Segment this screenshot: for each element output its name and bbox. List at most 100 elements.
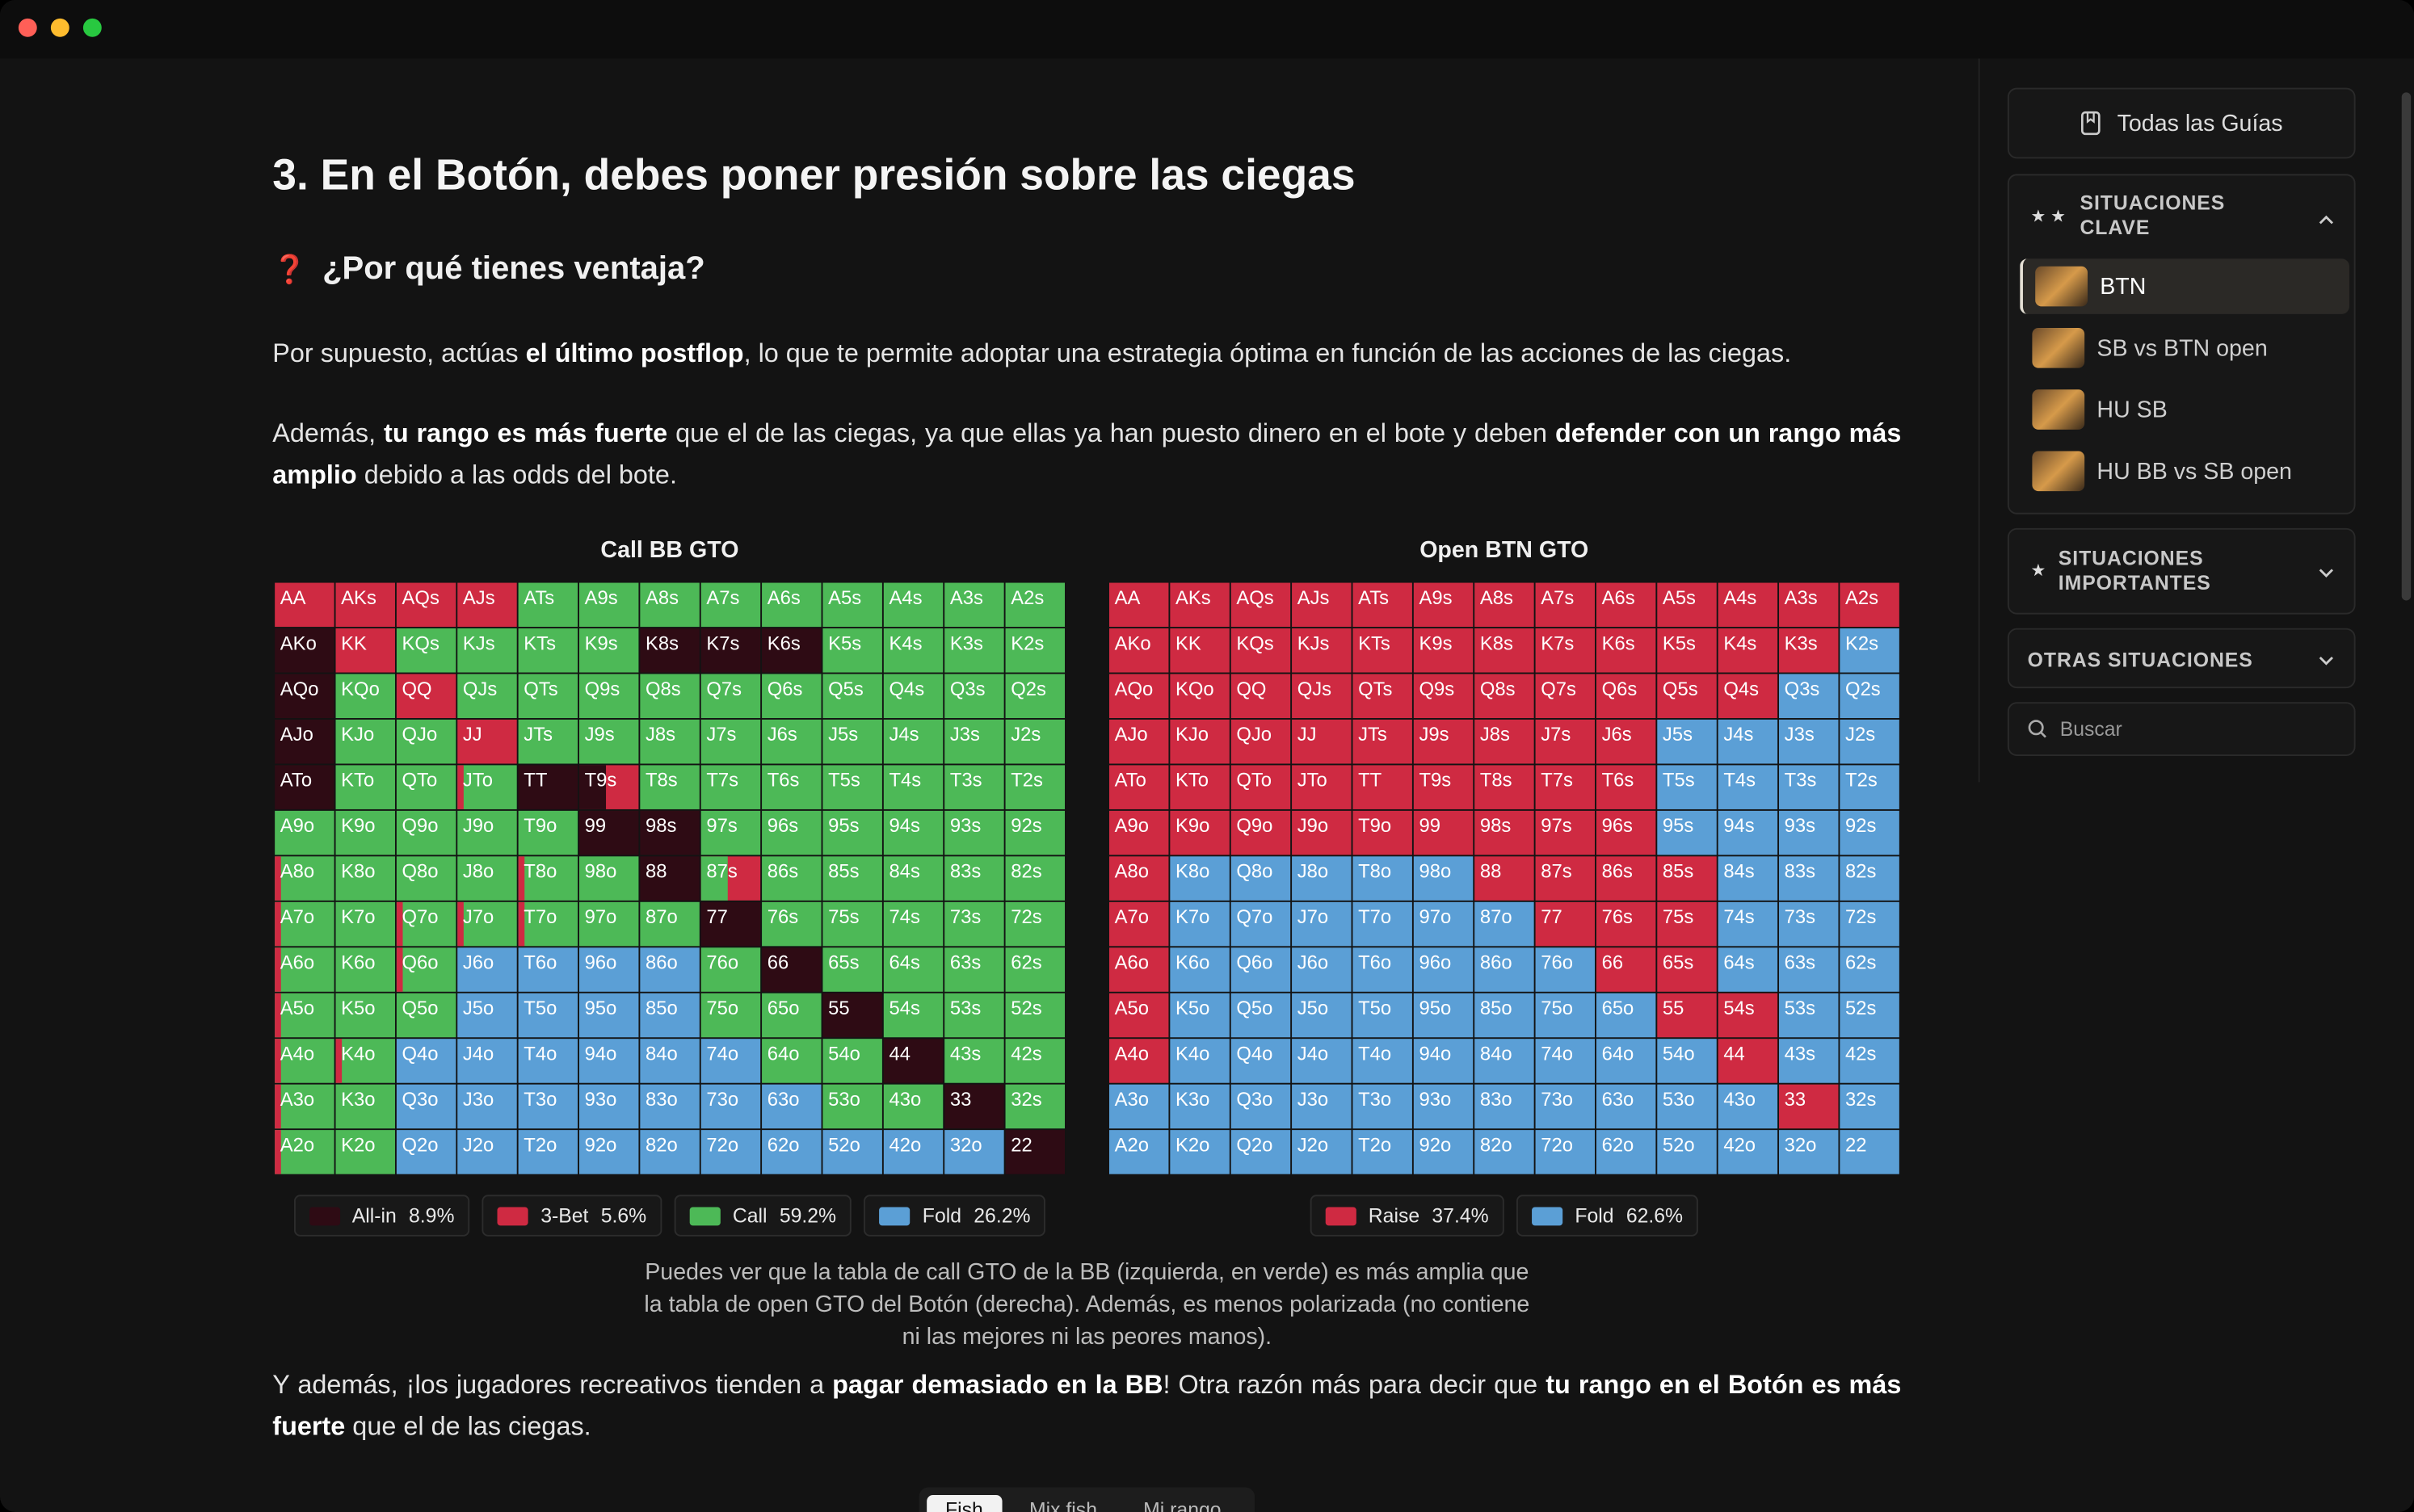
nav-item[interactable]: HU SB [2020,382,2346,438]
hand-label: QQ [402,678,432,700]
hand-label: ATs [524,587,554,609]
scrollbar[interactable] [2401,92,2412,601]
chevron-down[interactable] [2317,564,2336,582]
tab[interactable]: Mi rango [1143,1497,1222,1512]
hand-label: JTo [463,770,493,792]
nav-item[interactable]: BTN [2020,258,2349,314]
hand-cell: T5o [1352,993,1412,1038]
cell-fill [335,947,395,992]
section-title[interactable]: SITUACIONES CLAVE [2080,191,2226,239]
hand-cell: J9o [457,810,517,855]
cell-fill [1535,856,1596,901]
cell-fill [1413,582,1474,628]
legend-share: 26.2% [974,1203,1031,1228]
cell-fill [457,993,517,1038]
cell-fill [822,856,882,901]
hand-cell: K8s [1474,628,1534,673]
legend-label: Raise [1368,1203,1420,1228]
hand-label: 72s [1011,906,1041,928]
section-title[interactable]: SITUACIONES IMPORTANTES [2058,546,2211,594]
hand-cell: KTo [1170,765,1230,809]
hand-cell: J2o [457,1130,517,1174]
hand-label: T8o [1358,861,1391,883]
hand-label: Q5s [1663,678,1698,700]
hand-label: 43o [889,1089,921,1111]
hand-label: KQo [341,678,380,700]
cell-fill [1230,1039,1291,1083]
hand-cell: 88 [1474,856,1534,901]
cell-mix [275,1130,281,1174]
tab[interactable]: Fish [927,1495,1002,1512]
hand-label: A5s [1663,587,1696,609]
hand-label: AJo [280,724,313,746]
hand-cell: 84s [883,856,944,901]
section-title[interactable]: OTRAS SITUACIONES [2027,648,2253,672]
hand-label: Q2s [1011,678,1046,700]
chevron-down[interactable] [2317,651,2336,670]
hand-cell: AKs [1170,582,1230,628]
hand-label: 54o [828,1043,860,1065]
hand-label: T5s [828,770,860,792]
hand-label: T6s [768,770,800,792]
cell-fill [1474,1130,1534,1174]
cell-fill [1005,810,1066,855]
hand-cell: K6o [1170,947,1230,992]
cell-fill [1779,1084,1839,1129]
hand-label: T9o [1358,815,1391,837]
cell-fill [1779,719,1839,764]
hand-cell: K4s [883,628,944,673]
hand-cell: T5s [1657,765,1717,809]
hand-label: T4s [889,770,921,792]
close-button[interactable] [18,18,37,37]
hand-label: J5o [463,998,494,1019]
hand-cell: 83o [640,1084,700,1129]
nav-item[interactable]: HU BB vs SB open [2020,443,2346,499]
cell-mix [396,947,403,992]
hand-label: 52o [1663,1134,1695,1156]
hand-label: J7s [1541,724,1571,746]
hand-label: 63s [950,952,981,974]
hand-cell: K7s [1535,628,1596,673]
hand-cell: 43s [1779,1039,1839,1083]
cell-fill [944,810,1004,855]
cell-fill [335,674,395,719]
hand-label: 55 [1663,998,1684,1019]
hand-cell: 98s [640,810,700,855]
search-box[interactable]: Buscar [2007,702,2356,756]
text-run: , lo que te permite adoptar una estrateg… [743,338,1792,368]
chevron-up[interactable] [2317,211,2336,229]
hand-cell: 94o [578,1039,639,1083]
hand-label: JJ [1297,724,1317,746]
hand-cell: J8o [457,856,517,901]
hand-cell: 87o [1474,901,1534,947]
cell-mix [700,856,728,901]
cell-fill [1230,628,1291,673]
hand-cell: J7o [1292,901,1352,947]
hand-cell: T3s [944,765,1004,809]
hand-label: A6o [1115,952,1149,974]
minimize-button[interactable] [50,18,69,37]
caption-line: Puedes ver que la tabla de call GTO de l… [645,1259,1529,1286]
hand-cell: ATo [275,765,334,809]
hand-label: 99 [585,815,606,837]
hand-label: A3o [280,1089,314,1111]
cell-fill [518,947,578,992]
cell-fill [1292,674,1352,719]
all-guides-button[interactable]: Todas las Guías [2007,87,2356,159]
hand-label: 82s [1011,861,1041,883]
cell-fill [1005,765,1066,809]
hand-label: T6o [1358,952,1391,974]
hand-label: KQs [402,632,439,654]
zoom-button[interactable] [82,18,102,37]
cell-fill [1230,993,1291,1038]
nav-item[interactable]: SB vs BTN open [2020,321,2346,376]
tab[interactable]: Mix fish [1029,1497,1097,1512]
hand-cell: Q2o [1230,1130,1291,1174]
range-grid: AA AKs AQs AJs ATs A9s A8s A7s A6s A5s A4s A3s A2s AK… [1108,582,1899,1174]
hand-cell: 64o [762,1039,822,1083]
hand-cell: AJo [275,719,334,764]
cell-fill [1005,1084,1066,1129]
hand-cell: J4o [1292,1039,1352,1083]
cell-fill [1005,993,1066,1038]
hand-cell: J8o [1292,856,1352,901]
